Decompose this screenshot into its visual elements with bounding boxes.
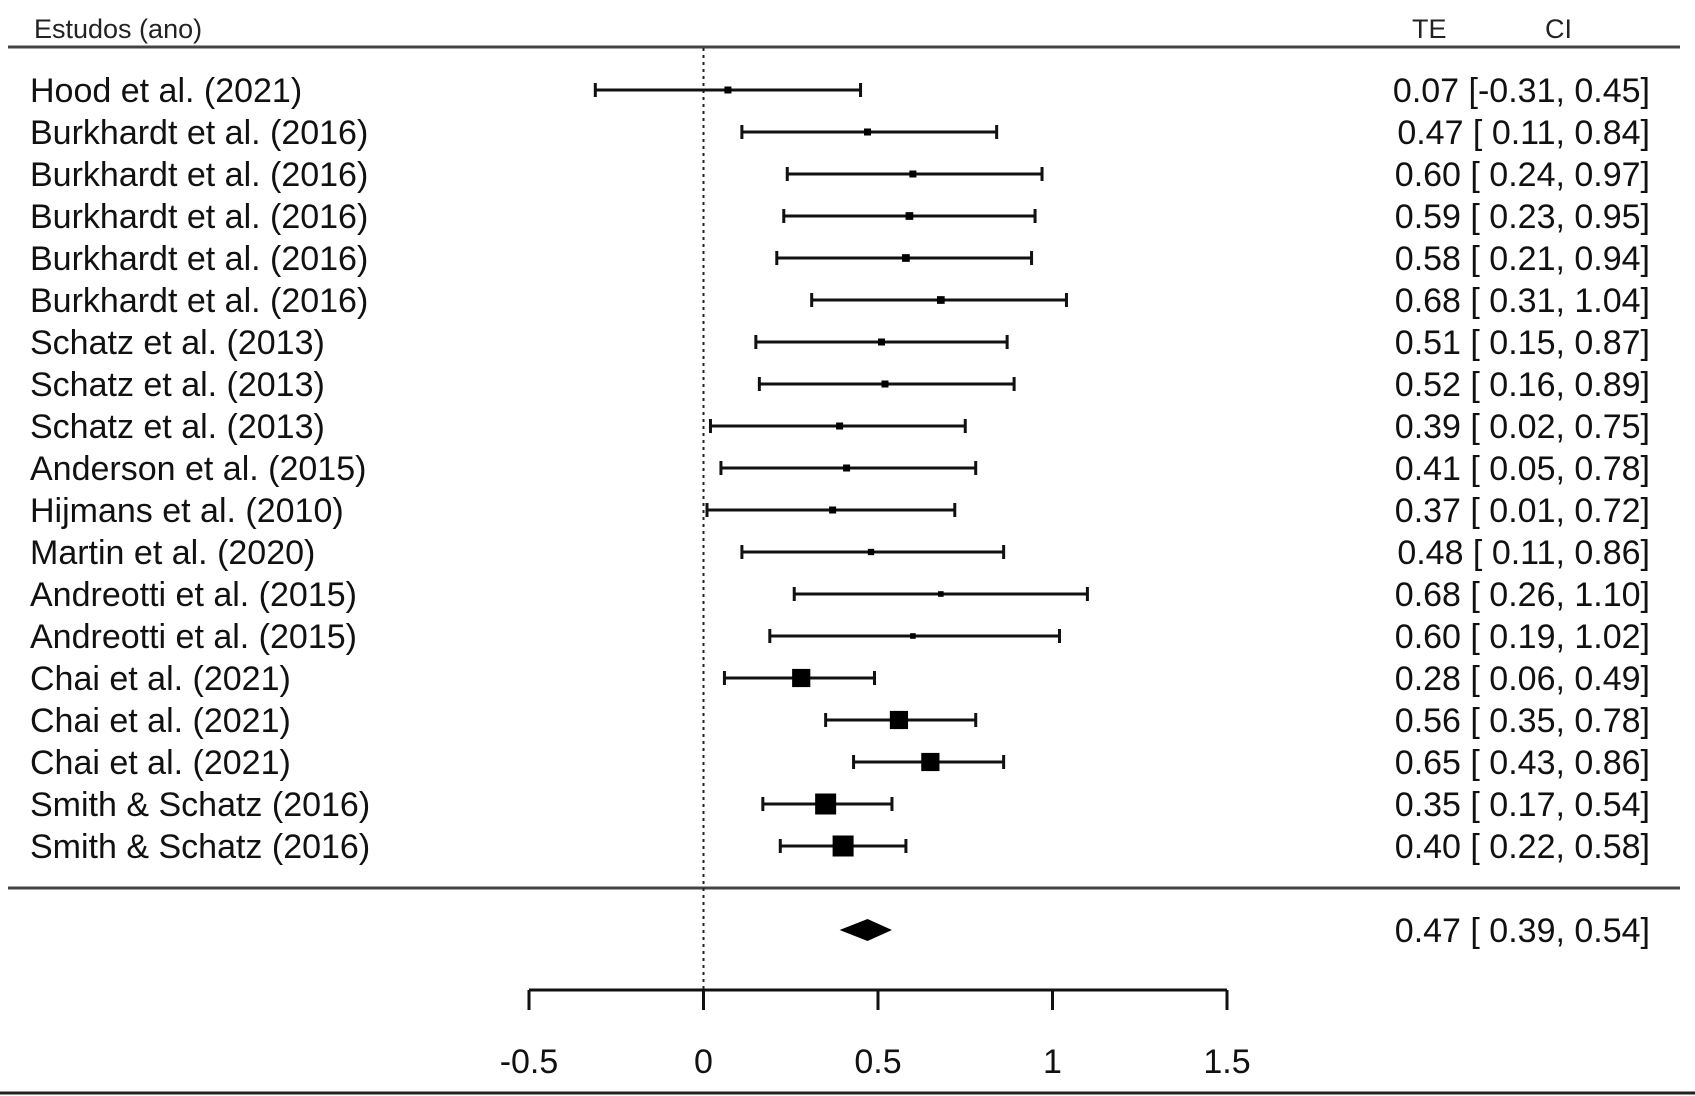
- frame-lines: [0, 45, 1695, 1095]
- effect-point: [889, 710, 909, 730]
- study-label: Burkhardt et al. (2016): [30, 240, 368, 278]
- study-label: Burkhardt et al. (2016): [30, 282, 368, 320]
- effect-point: [938, 591, 944, 597]
- study-label: Schatz et al. (2013): [30, 324, 325, 362]
- study-label: Chai et al. (2021): [30, 744, 291, 782]
- study-label: Andreotti et al. (2015): [30, 576, 357, 614]
- effect-point: [910, 633, 916, 639]
- study-label: Hood et al. (2021): [30, 72, 302, 110]
- study-label: Burkhardt et al. (2016): [30, 156, 368, 194]
- study-row: Smith & Schatz (2016) 0.40 [ 0.22, 0.58]: [30, 828, 1650, 866]
- effect-point: [836, 422, 844, 430]
- effect-value: 0.51 [ 0.15, 0.87]: [1395, 324, 1650, 362]
- study-row: Burkhardt et al. (2016) 0.60 [ 0.24, 0.97…: [30, 156, 1650, 194]
- effect-point: [815, 793, 837, 815]
- effect-point: [864, 128, 872, 136]
- study-row: Burkhardt et al. (2016) 0.68 [ 0.31, 1.04…: [30, 282, 1650, 320]
- study-row: Burkhardt et al. (2016) 0.58 [ 0.21, 0.94…: [30, 240, 1650, 278]
- effect-value: 0.60 [ 0.19, 1.02]: [1395, 618, 1650, 656]
- effect-value: 0.47 [ 0.11, 0.84]: [1397, 114, 1650, 152]
- study-row: Burkhardt et al. (2016) 0.59 [ 0.23, 0.95…: [30, 198, 1650, 236]
- x-axis: -0.5 0 0.5 1 1.5: [500, 988, 1251, 1081]
- effect-value: 0.68 [ 0.31, 1.04]: [1395, 282, 1650, 320]
- effect-point: [902, 254, 910, 262]
- summary-diamond: [839, 919, 892, 941]
- study-row: Martin et al. (2020) 0.48 [ 0.11, 0.86]: [30, 534, 1650, 572]
- tick-label: 1: [1043, 1043, 1062, 1081]
- tick-label: 1.5: [1203, 1043, 1250, 1081]
- study-label: Smith & Schatz (2016): [30, 786, 370, 824]
- tick-label: 0: [694, 1043, 713, 1081]
- study-row: Chai et al. (2021) 0.56 [ 0.35, 0.78]: [30, 702, 1650, 740]
- effect-value: 0.48 [ 0.11, 0.86]: [1397, 534, 1650, 572]
- effect-point: [832, 835, 854, 857]
- effect-value: 0.65 [ 0.43, 0.86]: [1395, 744, 1650, 782]
- study-row: Schatz et al. (2013) 0.51 [ 0.15, 0.87]: [30, 324, 1650, 362]
- study-label: Burkhardt et al. (2016): [30, 114, 368, 152]
- effect-point: [843, 464, 851, 472]
- study-row: Smith & Schatz (2016) 0.35 [ 0.17, 0.54]: [30, 786, 1650, 824]
- effect-value: 0.68 [ 0.26, 1.10]: [1395, 576, 1650, 614]
- effect-point: [921, 752, 940, 772]
- study-label: Hijmans et al. (2010): [30, 492, 344, 530]
- effect-value: 0.37 [ 0.01, 0.72]: [1395, 492, 1650, 530]
- header-studies: Estudos (ano): [34, 14, 202, 44]
- effect-value: 0.56 [ 0.35, 0.78]: [1395, 702, 1650, 740]
- study-row: Chai et al. (2021) 0.28 [ 0.06, 0.49]: [30, 660, 1650, 698]
- study-row: Hood et al. (2021) 0.07 [-0.31, 0.45]: [30, 72, 1650, 110]
- study-row: Andreotti et al. (2015) 0.68 [ 0.26, 1.10…: [30, 576, 1650, 614]
- effect-point: [936, 296, 945, 304]
- study-label: Schatz et al. (2013): [30, 366, 325, 404]
- study-row: Schatz et al. (2013) 0.39 [ 0.02, 0.75]: [30, 408, 1650, 446]
- effect-value: 0.41 [ 0.05, 0.78]: [1395, 450, 1650, 488]
- study-label: Andreotti et al. (2015): [30, 618, 357, 656]
- header-ci: CI: [1545, 14, 1572, 44]
- effect-point: [792, 668, 811, 688]
- effect-value: 0.58 [ 0.21, 0.94]: [1395, 240, 1650, 278]
- study-label: Smith & Schatz (2016): [30, 828, 370, 866]
- study-row: Anderson et al. (2015) 0.41 [ 0.05, 0.78]: [30, 450, 1650, 488]
- effect-value: 0.60 [ 0.24, 0.97]: [1395, 156, 1650, 194]
- study-label: Burkhardt et al. (2016): [30, 198, 368, 236]
- effect-value: 0.40 [ 0.22, 0.58]: [1395, 828, 1650, 866]
- tick-label: -0.5: [500, 1043, 559, 1081]
- effect-value: 0.52 [ 0.16, 0.89]: [1395, 366, 1650, 404]
- study-label: Schatz et al. (2013): [30, 408, 325, 446]
- study-row: Schatz et al. (2013) 0.52 [ 0.16, 0.89]: [30, 366, 1650, 404]
- study-label: Chai et al. (2021): [30, 660, 291, 698]
- header-te: TE: [1412, 14, 1447, 44]
- effect-value: 0.39 [ 0.02, 0.75]: [1395, 408, 1650, 446]
- study-label: Martin et al. (2020): [30, 534, 315, 572]
- effect-value: 0.59 [ 0.23, 0.95]: [1395, 198, 1650, 236]
- tick-label: 0.5: [854, 1043, 901, 1081]
- study-row: Burkhardt et al. (2016) 0.47 [ 0.11, 0.84…: [30, 114, 1650, 152]
- effect-point: [867, 548, 875, 556]
- study-row: Hijmans et al. (2010) 0.37 [ 0.01, 0.72]: [30, 492, 1650, 530]
- effect-value: 0.35 [ 0.17, 0.54]: [1395, 786, 1650, 824]
- effect-point: [724, 86, 732, 94]
- summary-row: 0.47 [ 0.39, 0.54]: [839, 912, 1650, 950]
- effect-point: [829, 506, 837, 514]
- effect-value: 0.07 [-0.31, 0.45]: [1393, 72, 1650, 110]
- study-row: Andreotti et al. (2015) 0.60 [ 0.19, 1.02…: [30, 618, 1650, 656]
- study-row: Chai et al. (2021) 0.65 [ 0.43, 0.86]: [30, 744, 1650, 782]
- effect-point: [877, 338, 885, 346]
- effect-point: [905, 212, 914, 220]
- effect-point: [909, 170, 917, 178]
- study-label: Chai et al. (2021): [30, 702, 291, 740]
- study-label: Anderson et al. (2015): [30, 450, 366, 488]
- study-rows: Hood et al. (2021) 0.07 [-0.31, 0.45] Burk…: [30, 72, 1650, 866]
- effect-point: [881, 380, 889, 388]
- effect-value: 0.28 [ 0.06, 0.49]: [1395, 660, 1650, 698]
- summary-value: 0.47 [ 0.39, 0.54]: [1395, 912, 1650, 950]
